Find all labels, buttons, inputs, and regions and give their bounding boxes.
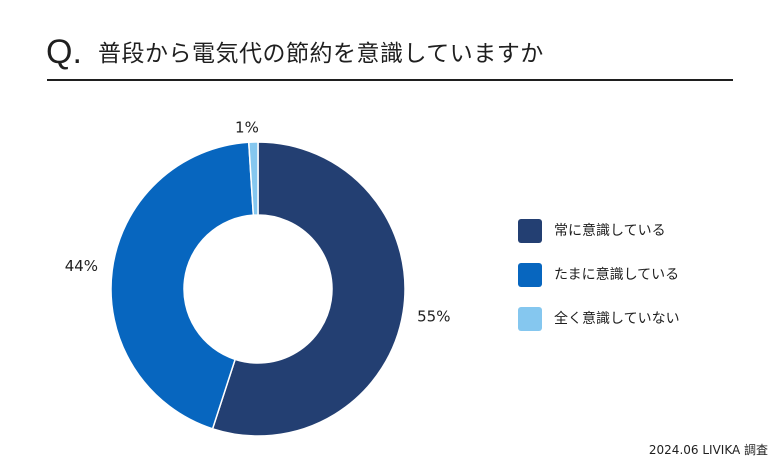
question-mark: Q. [46, 33, 82, 71]
slice-label-sometimes: 44% [65, 257, 98, 275]
source-note: 2024.06 LIVIKA 調査 [648, 443, 768, 457]
slice-label-never: 1% [235, 119, 259, 137]
donut-slice-always [211, 141, 406, 437]
question-title: 普段から電気代の節約を意識していますか [98, 41, 544, 67]
legend-label-always: 常に意識している [554, 223, 666, 239]
title-divider [47, 79, 733, 81]
legend-item-always: 常に意識している [518, 218, 758, 246]
slice-label-always: 55% [417, 307, 450, 325]
legend-item-never: 全く意識していない [518, 306, 758, 334]
donut-slice-sometimes [110, 141, 255, 430]
legend-item-sometimes: たまに意識している [518, 262, 758, 290]
legend-swatch-always [518, 219, 542, 243]
legend-swatch-never [518, 307, 542, 331]
chart-legend: 常に意識している たまに意識している 全く意識していない [518, 218, 758, 350]
legend-label-sometimes: たまに意識している [554, 267, 680, 283]
donut-slice-never [247, 141, 259, 216]
legend-swatch-sometimes [518, 263, 542, 287]
legend-label-never: 全く意識していない [554, 311, 680, 327]
